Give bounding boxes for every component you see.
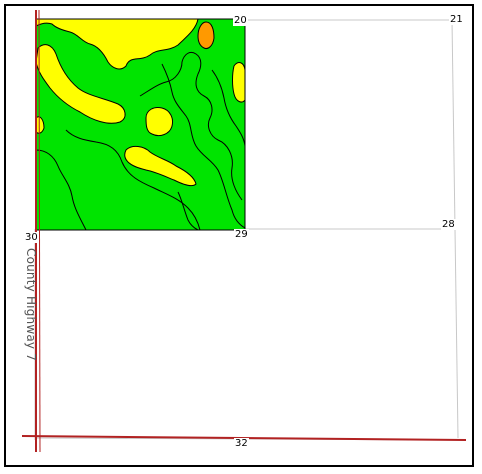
field-map[interactable] <box>35 18 246 231</box>
section-label-32: 32 <box>234 438 249 449</box>
field-yellow-zone-left <box>35 44 126 124</box>
section-label-29: 29 <box>234 229 249 240</box>
county-highway-7-line-2 <box>38 9 41 453</box>
section-label-21: 21 <box>449 14 464 25</box>
field-yellow-zone-circle <box>145 107 173 137</box>
section-label-30: 30 <box>24 232 39 243</box>
field-yellow-zone-right <box>232 62 246 103</box>
section-label-20: 20 <box>233 15 248 26</box>
section-label-28: 28 <box>441 219 456 230</box>
field-yellow-zone-top <box>35 18 199 70</box>
field-contour-lines <box>35 51 246 231</box>
road-label-county-highway-7: County Highway 7 <box>24 248 38 362</box>
field-yellow-zone-center <box>124 145 197 187</box>
field-orange-zone <box>197 21 215 49</box>
